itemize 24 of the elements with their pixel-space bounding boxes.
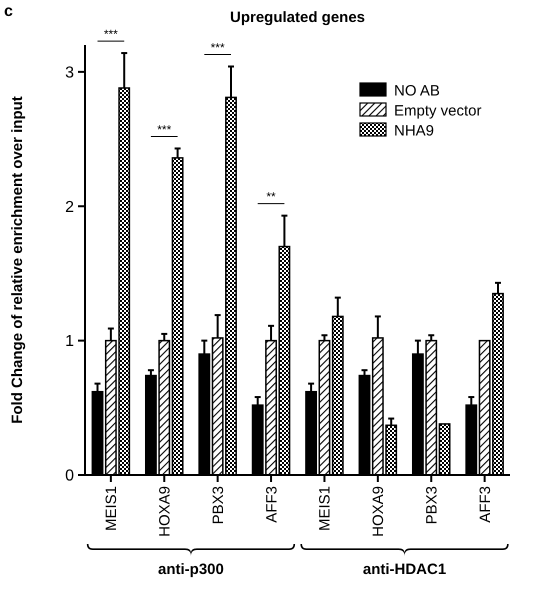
x-tick-label: AFF3 — [263, 486, 280, 523]
x-tick-label: MEIS1 — [103, 486, 120, 532]
annotation: *** — [210, 40, 225, 54]
x-tick-label: PBX3 — [210, 486, 227, 524]
text: anti-p300 — [158, 561, 224, 578]
y-tick-label: 3 — [65, 64, 74, 82]
x-tick-label: HOXA9 — [370, 486, 388, 537]
text: *** — [104, 27, 118, 42]
x-tick-label: MEIS1 — [316, 486, 334, 532]
text: anti-HDAC1 — [362, 561, 446, 578]
y-tick-label: 1 — [65, 333, 74, 350]
x-tick-label: PBX3 — [423, 486, 440, 524]
legend-label: NO AB — [394, 82, 440, 100]
legend-label: Empty vector — [394, 102, 482, 120]
chart-title: Upregulated genes — [230, 9, 366, 26]
annotation: *** — [157, 122, 172, 136]
y-axis-title: Fold Change of relative enrichment over input — [9, 96, 26, 424]
legend-label: NHA9 — [394, 122, 434, 140]
x-tick-label: HOXA9 — [156, 486, 174, 537]
x-tick-label: AFF3 — [476, 486, 494, 523]
annotation: ** — [266, 190, 276, 204]
text: c — [4, 3, 13, 20]
y-tick-label: 2 — [65, 198, 74, 216]
y-tick-label: 0 — [65, 468, 74, 485]
